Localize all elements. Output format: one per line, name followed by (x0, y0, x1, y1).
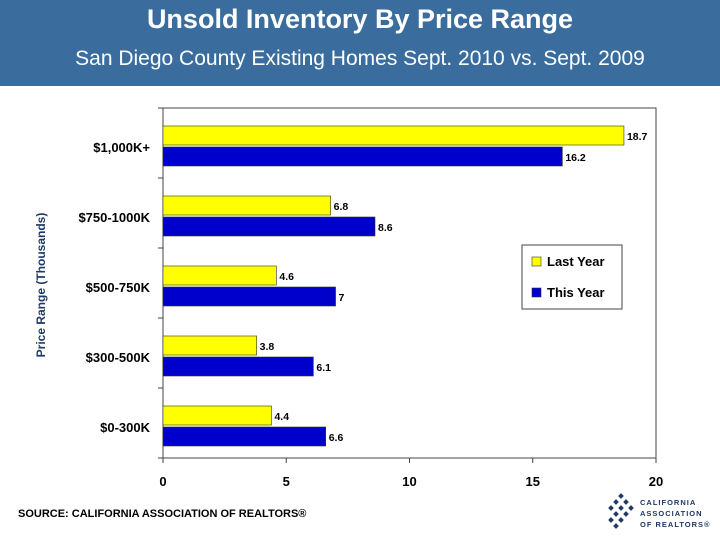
page-subtitle: San Diego County Existing Homes Sept. 20… (75, 47, 645, 70)
category-label: $1,000K+ (93, 140, 150, 155)
logo-line-3: OF REALTORS® (640, 520, 711, 529)
data-label: 16.2 (565, 152, 586, 164)
source-note: SOURCE: CALIFORNIA ASSOCIATION OF REALTO… (18, 508, 307, 520)
bar (162, 265, 277, 286)
data-label: 6.8 (334, 201, 349, 213)
bar (162, 335, 257, 356)
legend-label: Last Year (547, 254, 605, 269)
bar (162, 426, 326, 447)
data-label: 7 (339, 292, 345, 304)
bar (162, 216, 376, 237)
x-tick-label: 5 (283, 474, 290, 489)
y-axis-title: Price Range (Thousands) (34, 213, 48, 358)
category-label: $300-500K (86, 350, 151, 365)
data-label: 8.6 (378, 222, 393, 234)
legend-swatch (531, 287, 542, 298)
category-label: $0-300K (100, 420, 150, 435)
data-label: 18.7 (627, 131, 648, 143)
x-tick-label: 0 (159, 474, 166, 489)
bar (162, 356, 314, 377)
header-banner: Unsold Inventory By Price Range San Dieg… (0, 0, 720, 86)
x-tick-label: 15 (526, 474, 540, 489)
data-label: 4.4 (274, 411, 289, 423)
logo-line-2: ASSOCIATION (640, 509, 703, 518)
category-label: $500-750K (86, 280, 151, 295)
data-label: 4.6 (279, 271, 294, 283)
legend-box (521, 244, 623, 310)
data-label: 3.8 (260, 341, 275, 353)
legend-swatch (531, 256, 542, 267)
bar (162, 125, 625, 146)
data-label: 6.1 (316, 362, 331, 374)
x-tick-label: 10 (402, 474, 416, 489)
car-logo: CALIFORNIA ASSOCIATION OF REALTORS® (604, 492, 716, 534)
category-label: $750-1000K (78, 210, 150, 225)
car-logo-icon (608, 493, 634, 529)
x-tick-label: 20 (649, 474, 663, 489)
bar (162, 405, 272, 426)
bar (162, 195, 331, 216)
data-label: 6.6 (329, 432, 344, 444)
bar (162, 146, 563, 167)
page-title: Unsold Inventory By Price Range (146, 4, 574, 34)
legend-label: This Year (547, 285, 605, 300)
logo-line-1: CALIFORNIA (640, 498, 697, 507)
bar (162, 286, 336, 307)
